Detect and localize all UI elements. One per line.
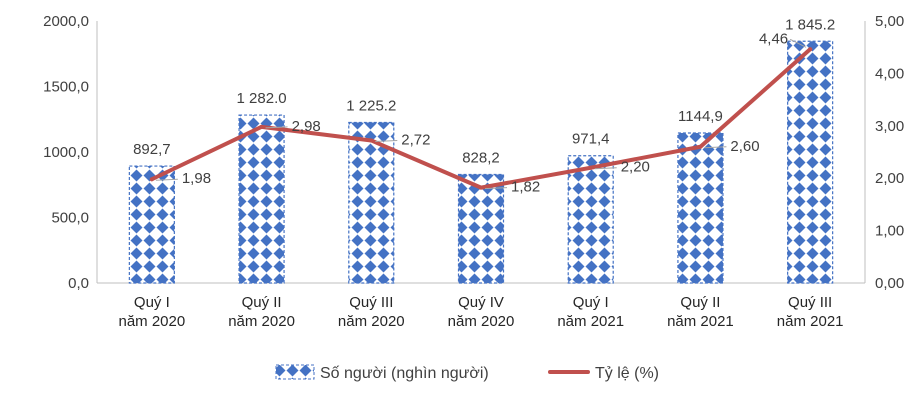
bar-value-label: 971,4 xyxy=(572,131,610,148)
leader-line xyxy=(704,146,727,149)
left-tick-label: 1000,0 xyxy=(43,144,89,161)
bar-value-label: 828,2 xyxy=(462,150,500,167)
bar xyxy=(238,114,285,284)
rate-point xyxy=(588,165,593,170)
bar xyxy=(128,165,175,284)
bar-value-label: 1 282.0 xyxy=(237,90,287,107)
legend-line-label: Tỷ lệ (%) xyxy=(595,365,659,382)
category-label: Quý III năm 2021 xyxy=(777,294,844,330)
category-label: Quý III năm 2020 xyxy=(338,294,405,330)
rate-point xyxy=(479,185,483,190)
left-tick-label: 1500,0 xyxy=(43,79,89,96)
right-tick-label: 1,00 xyxy=(875,223,904,240)
rate-point xyxy=(808,47,813,52)
bars xyxy=(128,40,834,284)
rate-point xyxy=(149,177,154,182)
rate-value-label: 2,98 xyxy=(292,118,321,135)
bar xyxy=(677,132,724,284)
leader-line xyxy=(594,167,617,170)
rate-value-label: 2,20 xyxy=(621,159,650,176)
rate-value-label: 1,98 xyxy=(182,170,211,187)
leader-line xyxy=(484,187,508,190)
category-label: Quý II năm 2021 xyxy=(667,294,734,330)
leader-line xyxy=(155,178,178,181)
rate-point xyxy=(369,138,374,143)
bar-value-label: 1 225.2 xyxy=(346,97,396,114)
left-tick-label: 500,0 xyxy=(51,210,89,227)
leader-line xyxy=(265,126,288,129)
bar-value-label: 1 845.2 xyxy=(785,16,835,33)
category-label: Quý IV năm 2020 xyxy=(448,294,515,330)
bar xyxy=(457,173,505,284)
category-label: Quý II năm 2020 xyxy=(228,294,295,330)
legend-bar-label: Số người (nghìn người) xyxy=(320,365,489,382)
right-tick-label: 2,00 xyxy=(875,170,904,187)
bar-value-label: 892,7 xyxy=(133,141,171,158)
bar xyxy=(348,121,395,284)
rate-value-label: 1,82 xyxy=(511,179,540,196)
bar xyxy=(787,40,834,284)
leader-line xyxy=(375,139,398,142)
bar xyxy=(567,155,614,284)
right-tick-label: 5,00 xyxy=(875,13,904,30)
right-tick-label: 3,00 xyxy=(875,118,904,135)
left-tick-label: 0,0 xyxy=(68,275,89,292)
rate-value-label: 2,60 xyxy=(730,138,759,155)
right-tick-label: 4,00 xyxy=(875,65,904,82)
data-labels: 892,7 1 282.0 1 225.2 828,2 971,4 1144,9 1 845… xyxy=(133,16,835,195)
legend-bar-swatch xyxy=(275,364,315,380)
rate-point xyxy=(259,124,264,129)
axes: 0,0 500,0 1000,0 1500,0 2000,0 0,00 1,00 2,00 3,… xyxy=(43,13,904,330)
leader-line xyxy=(789,38,807,48)
right-tick-label: 0,00 xyxy=(875,275,904,292)
rate-value-label: 4,46 xyxy=(759,30,788,47)
rate-value-label: 2,72 xyxy=(401,131,430,148)
rate-line xyxy=(149,47,813,190)
bar-value-label: 1144,9 xyxy=(678,108,723,125)
left-tick-label: 2000,0 xyxy=(43,13,89,30)
legend: Số người (nghìn người) Tỷ lệ (%) xyxy=(275,364,659,382)
rate-point xyxy=(698,144,703,149)
